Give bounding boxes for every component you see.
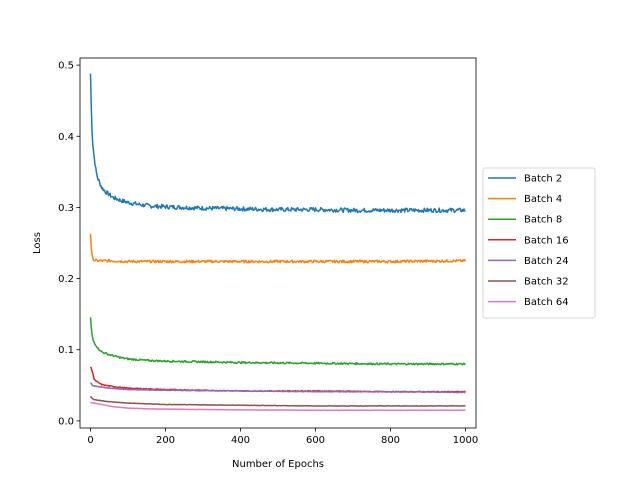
y-tick-label: 0.4 [58,132,74,143]
legend-items: Batch 2 Batch 4 Batch 8 Batch 16 Batch 24 Bat… [488,174,569,308]
y-axis: 0.0 0.1 0.2 0.3 0.4 0.5 [58,61,80,427]
series-layer [89,73,467,412]
x-axis: 0 200 400 600 800 1000 [87,428,478,446]
series-line-batch-4 [89,233,467,264]
x-tick-label: 1000 [453,435,478,446]
series-line-batch-8 [89,317,466,366]
x-tick-label: 800 [381,435,400,446]
x-axis-label: Number of Epochs [232,459,324,470]
legend-label: Batch 8 [524,215,562,226]
series-line-batch-24 [90,382,466,394]
x-tick-label: 200 [156,435,175,446]
series-line-batch-2 [89,73,466,214]
legend-label: Batch 4 [524,194,562,205]
legend-label: Batch 24 [524,256,569,267]
y-axis-label: Loss [32,232,43,254]
y-tick-label: 0.1 [58,345,74,356]
legend-label: Batch 2 [524,174,562,185]
legend-label: Batch 32 [524,277,569,288]
y-tick-label: 0.0 [58,416,74,427]
series-line-batch-32 [89,395,466,407]
series-line-batch-64 [90,401,466,412]
y-tick-label: 0.2 [58,274,74,285]
plot-frame [79,57,477,429]
legend-label: Batch 16 [524,235,569,246]
x-tick-label: 600 [306,435,325,446]
y-tick-label: 0.5 [58,61,74,72]
legend: Batch 2 Batch 4 Batch 8 Batch 16 Batch 24 Bat… [482,167,596,319]
y-tick-label: 0.3 [58,203,74,214]
x-tick-label: 0 [87,435,93,446]
x-tick-label: 400 [231,435,250,446]
legend-label: Batch 64 [524,297,569,308]
